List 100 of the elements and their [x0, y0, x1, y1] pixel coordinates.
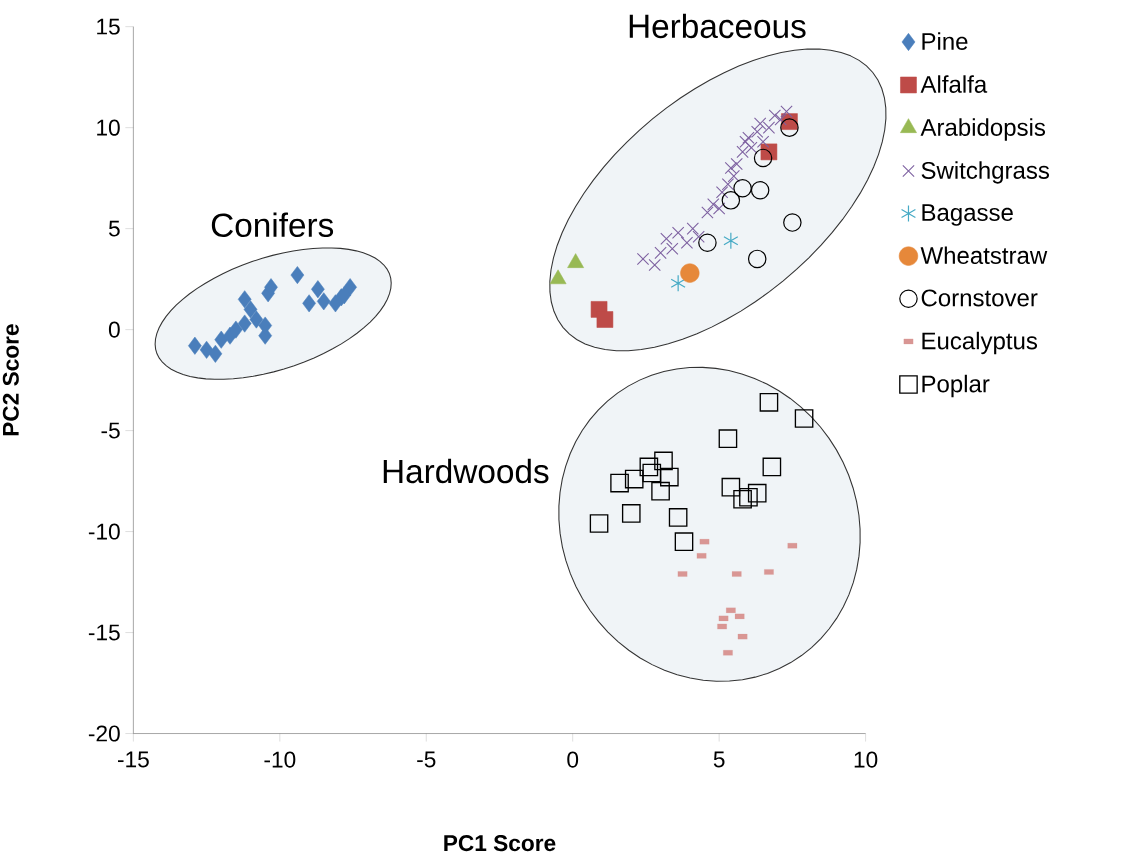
point — [768, 109, 781, 122]
legend-label: Pine — [922, 32, 968, 50]
x-tick-label: 10 — [854, 751, 878, 768]
point — [642, 463, 662, 483]
y-axis-title: PC2 Score — [2, 324, 19, 436]
point — [783, 213, 802, 232]
legend-label: Alfalfa — [920, 75, 988, 93]
point — [692, 230, 705, 243]
point — [188, 336, 202, 355]
y-tick-label: 15 — [97, 18, 120, 35]
point — [648, 258, 661, 272]
point — [237, 314, 252, 333]
point — [621, 504, 641, 523]
x-tick-label: 0 — [567, 751, 579, 768]
point — [596, 311, 614, 328]
y-tick-label: -15 — [88, 624, 120, 641]
point — [780, 105, 793, 118]
point — [698, 233, 717, 253]
point — [753, 117, 767, 130]
point — [666, 242, 679, 256]
legend-label: Bagasse — [922, 204, 1013, 226]
point — [589, 514, 609, 533]
point — [794, 409, 814, 428]
point — [774, 113, 787, 126]
x-axis-title: PC1 Score — [444, 835, 556, 852]
point — [747, 249, 767, 269]
point — [753, 148, 773, 168]
point — [680, 236, 694, 250]
point — [654, 246, 667, 260]
point — [756, 135, 770, 149]
point — [686, 222, 699, 235]
y-tick-label: -5 — [101, 422, 120, 439]
point — [707, 198, 720, 211]
point — [721, 191, 741, 210]
point — [316, 292, 331, 311]
point — [721, 178, 735, 191]
point — [680, 263, 700, 283]
legend-label: Poplar — [922, 374, 990, 398]
x-tick-label: -10 — [264, 751, 296, 768]
point — [724, 161, 738, 175]
point — [639, 457, 659, 477]
point — [745, 141, 758, 155]
point — [636, 252, 650, 266]
point — [739, 135, 752, 149]
y-tick-label: 0 — [108, 321, 120, 338]
legend-label: Switchgrass — [921, 161, 1050, 184]
annotation: Conifers — [211, 212, 334, 238]
point — [739, 487, 758, 507]
point — [674, 532, 694, 552]
legend-label: Eucalyptus — [922, 331, 1038, 355]
y-tick-label: 10 — [97, 119, 120, 136]
point — [717, 623, 727, 630]
point — [660, 232, 673, 245]
point — [762, 121, 776, 134]
point — [610, 473, 629, 493]
point — [199, 340, 214, 359]
point — [243, 300, 258, 319]
legend-label: Cornstover — [921, 289, 1038, 307]
point — [742, 131, 755, 144]
point — [670, 274, 686, 292]
point — [651, 481, 670, 501]
legend-label: Wheatstraw — [920, 246, 1048, 265]
point — [727, 169, 740, 183]
point — [736, 145, 749, 159]
point — [723, 232, 739, 250]
point — [671, 226, 685, 239]
point — [237, 290, 252, 309]
point — [302, 294, 316, 313]
point — [229, 320, 243, 339]
point — [624, 469, 644, 489]
point — [249, 310, 264, 329]
x-tick-label: -5 — [417, 751, 436, 768]
point — [290, 266, 305, 285]
point — [726, 607, 736, 614]
point — [654, 451, 673, 471]
point — [668, 508, 688, 527]
point — [733, 489, 752, 509]
point — [701, 206, 714, 219]
point — [721, 477, 741, 497]
point — [733, 179, 752, 198]
point — [780, 118, 799, 137]
point — [311, 280, 325, 299]
point — [750, 181, 770, 200]
point — [751, 125, 764, 138]
point — [730, 157, 743, 171]
point — [759, 393, 779, 412]
point — [208, 344, 223, 363]
y-tick-label: -10 — [88, 523, 120, 540]
annotation: Hardwoods — [383, 458, 549, 484]
annotation: Herbaceous — [629, 13, 806, 39]
point — [712, 202, 726, 215]
y-tick-label: 5 — [108, 220, 120, 237]
point — [762, 457, 782, 477]
legend-label: Arabidopsis — [920, 118, 1046, 141]
point — [660, 467, 679, 487]
point — [718, 429, 738, 449]
x-tick-label: 5 — [713, 751, 725, 768]
point — [747, 483, 767, 503]
point — [715, 186, 729, 199]
y-tick-label: -20 — [88, 725, 120, 742]
